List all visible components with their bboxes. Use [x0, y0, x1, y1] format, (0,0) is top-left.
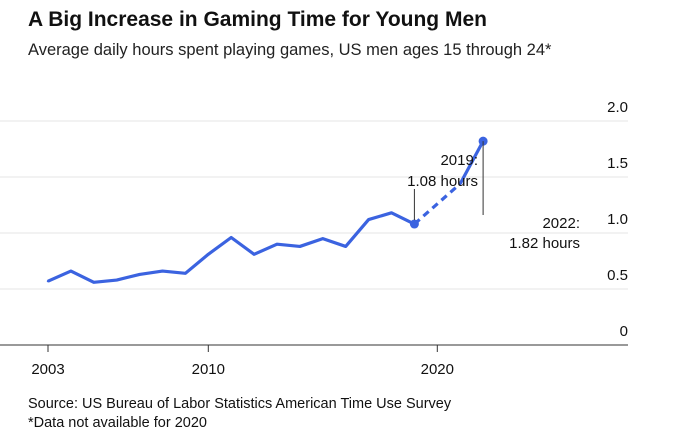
data-point-2006: [115, 278, 118, 282]
chart-subtitle: Average daily hours spent playing games,…: [28, 41, 552, 59]
y-tick-label: 1.5: [607, 155, 628, 172]
series-line-solid-2022: [458, 140, 485, 185]
series-line-solid: [47, 211, 416, 284]
data-point-2003: [46, 279, 50, 283]
annotation-2019-label: 2019:: [440, 152, 478, 169]
annotation-2019-value: 1.08 hours: [407, 173, 478, 190]
data-point-2012: [252, 253, 256, 256]
series-line-dashed: [413, 182, 462, 226]
data-point-2008: [161, 269, 164, 273]
x-tick-label: 2003: [31, 361, 64, 378]
data-point-2005: [92, 281, 96, 284]
y-tick-label: 0.5: [607, 267, 628, 284]
highlight-point-2019: [409, 219, 419, 229]
footnote-text: *Data not available for 2020: [28, 415, 207, 431]
annotation-2022-label: 2022:: [542, 215, 580, 232]
x-tick-label: 2010: [192, 361, 225, 378]
source-text: Source: US Bureau of Labor Statistics Am…: [28, 396, 452, 412]
data-point-2010: [207, 253, 210, 256]
data-point-2011: [230, 236, 233, 239]
data-point-2018: [390, 211, 393, 215]
data-point-2017: [367, 218, 370, 221]
y-tick-label: 2.0: [607, 99, 628, 116]
data-point-2016: [344, 245, 347, 248]
data-point-2014: [298, 245, 302, 248]
data-point-2004: [69, 269, 73, 273]
chart-title: A Big Increase in Gaming Time for Young …: [28, 8, 487, 31]
y-tick-label: 1.0: [607, 211, 628, 228]
data-point-2021: [459, 182, 462, 185]
annotation-2022-value: 1.82 hours: [509, 235, 580, 252]
line-chart: 0 0.5 1.0 1.5 2.0 2003 2010 2020 2019: 1.08 hours…: [0, 99, 628, 378]
data-point-2009: [184, 272, 187, 275]
x-tick-label: 2020: [421, 361, 454, 378]
source-note: Source: US Bureau of Labor Statistics Am…: [28, 395, 451, 433]
data-point-2015: [321, 237, 324, 240]
data-point-2007: [138, 273, 141, 276]
y-tick-label: 0: [620, 323, 628, 340]
data-point-2013: [275, 243, 279, 246]
